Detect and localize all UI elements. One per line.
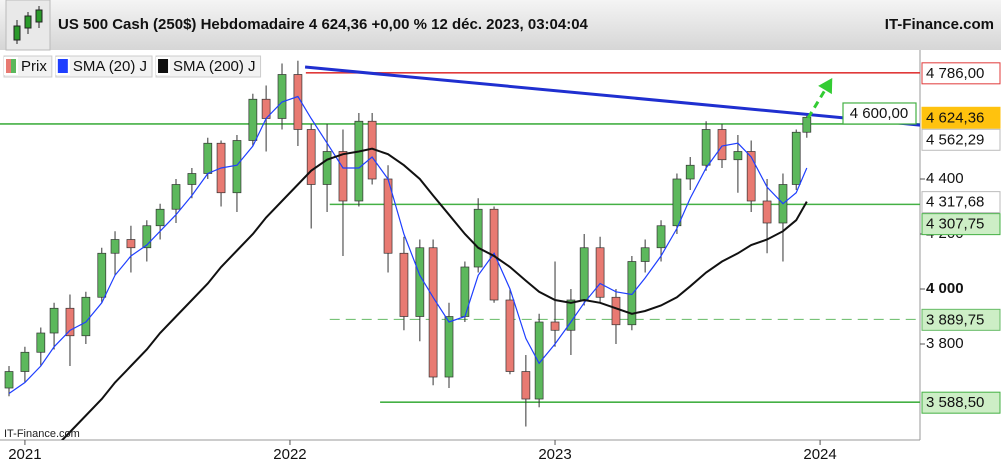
candle-body <box>627 261 637 326</box>
candle-body <box>415 247 425 317</box>
candle-body <box>110 239 120 254</box>
header-icon <box>5 0 51 51</box>
trendline <box>304 65 920 127</box>
legend-swatch <box>57 59 68 73</box>
candle-body <box>142 225 152 249</box>
legend-label: SMA (20) J <box>73 58 147 75</box>
y-tick-label: 4 400 <box>926 170 964 187</box>
legend-label: SMA (200) J <box>173 58 256 75</box>
price-label-box <box>921 106 1001 129</box>
price-label-box <box>921 191 1001 214</box>
price-label: 4 317,68 <box>926 194 984 211</box>
level-label: 4 600,00 <box>850 105 908 122</box>
candle-body <box>49 307 59 334</box>
legend-item: SMA (20) J <box>55 55 153 78</box>
legend-item: Prix <box>3 55 53 78</box>
candle-body <box>306 129 316 185</box>
candle-body <box>126 239 136 249</box>
price-label: 4 562,29 <box>926 131 984 148</box>
legend-item: SMA (200) J <box>155 55 262 78</box>
x-tick-label: 2022 <box>273 446 306 463</box>
candle-body <box>640 247 650 262</box>
candle-body <box>293 74 303 130</box>
price-label-box <box>921 308 1001 331</box>
candle-body <box>97 252 107 298</box>
price-label: 3 588,50 <box>926 394 984 411</box>
price-label-box <box>921 213 1001 236</box>
brand: IT-Finance.com <box>885 16 994 33</box>
candle-body <box>203 142 213 174</box>
candle-body <box>277 74 287 119</box>
candle-body <box>20 351 30 372</box>
price-label: 4 307,75 <box>926 216 984 233</box>
header-bar <box>0 0 1001 50</box>
candle-body <box>36 332 46 353</box>
plot-area <box>0 60 920 440</box>
candle-body <box>762 200 772 224</box>
candle-body <box>187 173 197 185</box>
candle-body <box>611 296 621 326</box>
x-tick-label: 2023 <box>538 446 571 463</box>
candle-body <box>232 140 242 194</box>
price-label: 3 889,75 <box>926 311 984 328</box>
candle-body <box>802 116 812 133</box>
candle-body <box>717 129 727 161</box>
candle-body <box>685 164 695 180</box>
x-tick-label: 2021 <box>8 446 41 463</box>
y-tick-label: 3 800 <box>926 335 964 352</box>
candle-body <box>338 151 348 202</box>
candle-body <box>428 247 438 378</box>
legend-swatch <box>6 59 11 73</box>
price-label: 4 624,36 <box>926 109 984 126</box>
sma-line <box>8 95 808 394</box>
candle-body <box>4 371 14 389</box>
candle-body <box>399 252 409 317</box>
arrow-shaft <box>806 89 827 119</box>
sma-line <box>60 147 808 440</box>
candle-body <box>248 98 258 141</box>
legend-swatch <box>11 59 16 73</box>
candle-body <box>505 299 515 372</box>
price-label: 4 786,00 <box>926 65 984 82</box>
legend-label: Prix <box>21 58 47 75</box>
candle-body <box>733 151 743 161</box>
candle-body <box>579 247 589 301</box>
chart-title: US 500 Cash (250$) Hebdomadaire 4 624,36… <box>58 16 589 33</box>
candle-body <box>534 321 544 400</box>
candle-body <box>521 371 531 400</box>
candle-body <box>701 129 711 166</box>
arrow-head <box>818 78 833 95</box>
candle-body <box>155 208 165 227</box>
candle-body <box>171 184 181 210</box>
price-label-box <box>921 128 1001 151</box>
candle-body <box>672 178 682 227</box>
level-label-box <box>842 102 917 125</box>
candle-body <box>656 225 666 249</box>
price-label-box <box>921 391 1001 414</box>
x-tick-label: 2024 <box>803 446 836 463</box>
watermark: IT-Finance.com <box>4 428 80 440</box>
candle-body <box>473 208 483 268</box>
price-label-box <box>921 62 1001 85</box>
candle-body <box>566 299 576 331</box>
candle-body <box>65 307 75 337</box>
candle-body <box>322 151 332 185</box>
y-tick-label: 4 000 <box>926 280 964 297</box>
candle-body <box>550 321 560 331</box>
candle-body <box>791 131 801 185</box>
legend-swatch <box>158 59 169 73</box>
candle-body <box>595 247 605 298</box>
candle-body <box>354 120 364 202</box>
candle-body <box>746 151 756 202</box>
candle-body <box>444 316 454 378</box>
candle-body <box>81 296 91 337</box>
